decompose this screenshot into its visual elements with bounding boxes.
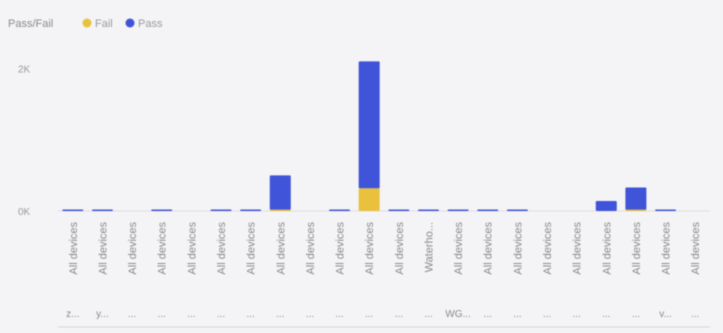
y-tick-label: 0K xyxy=(18,207,31,218)
x-tick-label: All devices xyxy=(305,222,317,275)
x-tick-label: All devices xyxy=(661,222,673,275)
x-tick-label: Waterho... xyxy=(423,222,435,272)
x-group-label: ... xyxy=(187,309,195,320)
legend: Pass/Fail Fail Pass xyxy=(8,18,163,30)
bar-fail[interactable] xyxy=(625,209,647,212)
x-group-label: ... xyxy=(276,309,284,320)
x-group-label: y... xyxy=(96,309,109,320)
x-tick-label: All devices xyxy=(216,222,228,275)
legend-fail-swatch xyxy=(82,18,92,28)
bar-pass[interactable] xyxy=(625,187,647,210)
x-tick-label: All devices xyxy=(275,222,287,275)
x-group-label: ... xyxy=(365,309,373,320)
bar-pass[interactable] xyxy=(269,175,291,210)
x-group-label: ... xyxy=(691,309,699,320)
bar-pass[interactable] xyxy=(91,209,113,212)
bar-pass[interactable] xyxy=(506,209,528,212)
bar-pass[interactable] xyxy=(329,209,351,212)
x-group-label: ... xyxy=(217,309,225,320)
legend-pass-label[interactable]: Pass xyxy=(138,18,163,30)
x-group-label: ... xyxy=(543,309,551,320)
x-tick-label: All devices xyxy=(690,222,702,275)
x-tick-label: All devices xyxy=(335,222,347,275)
bar-pass[interactable] xyxy=(388,209,410,212)
bars xyxy=(62,61,677,212)
bar-pass[interactable] xyxy=(447,209,469,212)
x-group-label: ... xyxy=(158,309,166,320)
x-tick-label: All devices xyxy=(601,222,613,275)
bar-pass[interactable] xyxy=(210,209,232,212)
x-group-label: ... xyxy=(128,309,136,320)
x-group-label: ... xyxy=(572,309,580,320)
bar-pass[interactable] xyxy=(595,201,617,211)
x-axis-group-labels: z... y...................................… xyxy=(66,309,699,320)
x-group-label: ... xyxy=(306,309,314,320)
x-tick-label: All devices xyxy=(68,222,80,275)
x-tick-label: All devices xyxy=(186,222,198,275)
bar-pass[interactable] xyxy=(477,209,499,212)
x-tick-label: All devices xyxy=(483,222,495,275)
bar-pass[interactable] xyxy=(62,209,84,212)
bar-pass[interactable] xyxy=(240,209,262,212)
x-group-label: v... xyxy=(659,309,672,320)
x-group-label: ... xyxy=(246,309,254,320)
x-tick-label: All devices xyxy=(512,222,524,275)
bar-fail[interactable] xyxy=(358,188,380,211)
x-group-label: ... xyxy=(484,309,492,320)
x-tick-label: All devices xyxy=(394,222,406,275)
x-tick-label: All devices xyxy=(157,222,169,275)
bar-pass[interactable] xyxy=(358,61,380,189)
legend-title: Pass/Fail xyxy=(8,18,53,30)
legend-pass-swatch xyxy=(125,18,135,28)
x-tick-label: All devices xyxy=(127,222,139,275)
bar-pass[interactable] xyxy=(655,209,677,212)
x-tick-label: All devices xyxy=(453,222,465,275)
x-tick-label: All devices xyxy=(246,222,258,275)
legend-fail-label[interactable]: Fail xyxy=(95,18,113,30)
y-axis: 0K 2K xyxy=(18,65,31,219)
x-group-label: ... xyxy=(395,309,403,320)
bar-fail[interactable] xyxy=(269,209,291,212)
x-tick-label: All devices xyxy=(572,222,584,275)
bar-pass[interactable] xyxy=(151,209,173,212)
x-group-label: ... xyxy=(424,309,432,320)
bar-pass[interactable] xyxy=(417,209,439,212)
x-group-label: ... xyxy=(602,309,610,320)
x-group-label: ... xyxy=(513,309,521,320)
x-group-label: ... xyxy=(632,309,640,320)
x-group-label: WG... xyxy=(445,309,471,320)
x-axis-labels: All devices All devices All devices All dev… xyxy=(68,222,702,275)
x-tick-label: All devices xyxy=(97,222,109,275)
x-tick-label: All devices xyxy=(542,222,554,275)
x-group-label: ... xyxy=(335,309,343,320)
x-group-label: z... xyxy=(66,309,79,320)
x-tick-label: All devices xyxy=(631,222,643,275)
x-tick-label: All devices xyxy=(364,222,376,275)
y-tick-label: 2K xyxy=(18,65,31,76)
